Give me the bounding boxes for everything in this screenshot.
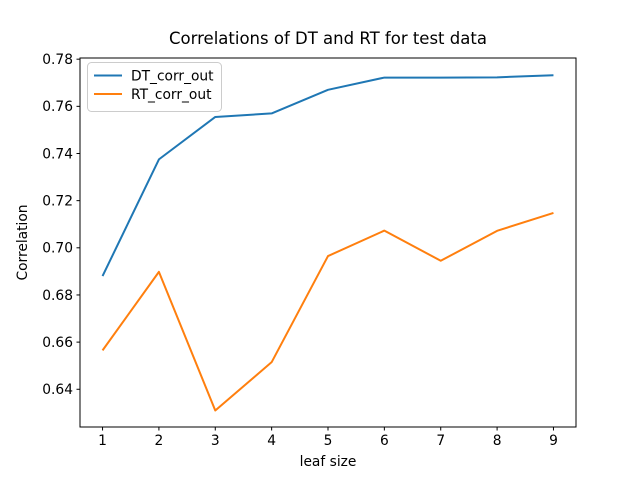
chart-title: Correlations of DT and RT for test data [169, 29, 487, 48]
x-tick-label: 1 [98, 433, 107, 449]
y-tick-label: 0.68 [42, 288, 73, 304]
dt-corr-out-line [101, 74, 554, 277]
y-tick-label: 0.70 [42, 241, 73, 257]
y-tick-label: 0.76 [42, 99, 73, 115]
x-tick-label: 6 [380, 433, 389, 449]
y-tick-label: 0.66 [42, 335, 73, 351]
x-tick-label: 3 [211, 433, 220, 449]
y-tick-label: 0.74 [42, 146, 73, 162]
y-tick-label: 0.72 [42, 193, 73, 209]
y-tick-label: 0.64 [42, 382, 73, 398]
x-tick-label: 8 [493, 433, 502, 449]
legend-label: RT_corr_out [131, 87, 212, 103]
x-axis-label: leaf size [300, 454, 357, 470]
legend: DT_corr_out RT_corr_out [87, 62, 222, 112]
legend-label: DT_corr_out [131, 68, 214, 84]
x-tick-label: 7 [436, 433, 445, 449]
x-tick-label: 4 [267, 433, 276, 449]
x-tick-label: 2 [155, 433, 164, 449]
x-tick-label: 5 [324, 433, 333, 449]
y-axis-label: Correlation [15, 204, 31, 280]
axes-frame [79, 57, 577, 428]
y-tick-label: 0.78 [42, 52, 73, 68]
rt-corr-out-line [101, 211, 554, 412]
x-tick-label: 9 [549, 433, 558, 449]
